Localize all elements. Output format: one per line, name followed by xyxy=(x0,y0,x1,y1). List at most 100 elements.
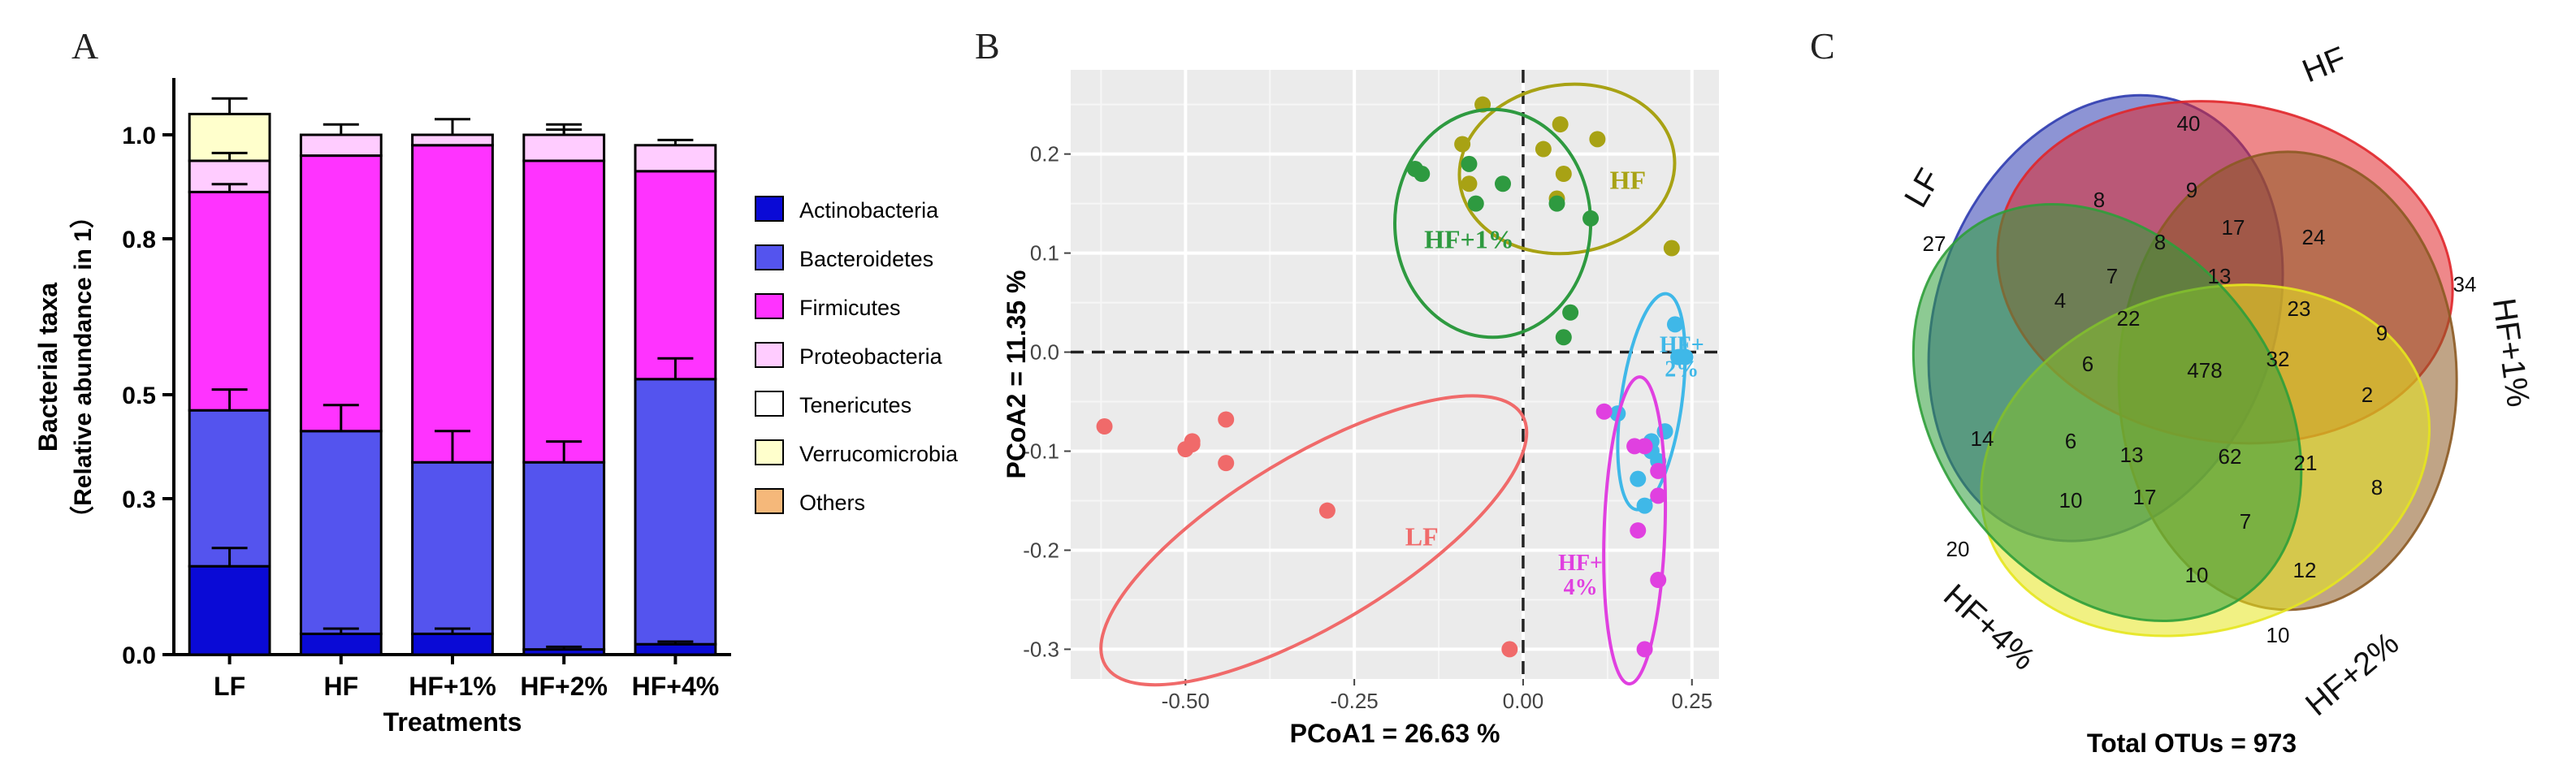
panel-a-legend-swatch xyxy=(755,293,784,319)
panel-b-x-tick-label: -0.25 xyxy=(1330,689,1378,713)
panel-b-y-tick-label: 0.2 xyxy=(1030,142,1059,166)
panel-a-legend-label: Tenericutes xyxy=(799,393,911,417)
panel-c-count-label: 22 xyxy=(2117,306,2141,331)
panel-a-legend-label: Actinobacteria xyxy=(799,198,939,223)
panel-b-group-ellipse xyxy=(1457,82,1677,256)
panel-b-group-hf: HF xyxy=(1454,82,1680,257)
panel-b-point xyxy=(1548,195,1565,212)
panel-b-point xyxy=(1636,497,1653,514)
panel-b-point xyxy=(1552,116,1569,133)
panel-b-group-label: HF+ xyxy=(1660,333,1704,358)
panel-b-y-label: PCoA2 = 11.35 % xyxy=(1002,270,1031,478)
panel-c-count-label: 20 xyxy=(1946,537,1970,561)
panel-a-legend-swatch xyxy=(755,439,784,465)
panel-b-point xyxy=(1501,641,1518,658)
panel-b-x-tick-label: 0.25 xyxy=(1671,689,1712,713)
panel-a-x-tick-label: HF+4% xyxy=(632,672,720,701)
panel-b-point xyxy=(1461,175,1478,192)
panel-c-count-label: 4 xyxy=(2054,288,2066,313)
panel-c-count-label: 10 xyxy=(2059,488,2083,512)
panel-a-x-tick-label: LF xyxy=(214,672,245,701)
panel-a-bar-chart: 0.0 0.3 0.5 0.8 1.0 LF HF HF+1% HF+2% HF+4% Treatm… xyxy=(33,78,959,737)
panel-b-point xyxy=(1096,418,1113,435)
panel-a-legend-label: Verrucomicrobia xyxy=(799,442,959,466)
panel-b-group-ellipse xyxy=(1602,375,1668,685)
panel-c-set-label: HF+2% xyxy=(2299,625,2405,723)
panel-a-y-tick-label: 0.3 xyxy=(122,486,156,513)
panel-label-c: C xyxy=(1810,25,1835,67)
panel-b-y-tick-label: -0.1 xyxy=(1023,439,1059,464)
panel-a-bar-stack xyxy=(634,138,717,656)
panel-label-b: B xyxy=(975,25,1000,67)
panel-b-point xyxy=(1650,462,1667,479)
panel-a-bar-segment xyxy=(411,133,494,147)
panel-a-legend-swatch xyxy=(755,488,784,514)
panel-a-bar-segment xyxy=(299,430,383,635)
panel-a-y-tick-label: 1.0 xyxy=(122,123,156,149)
panel-b-point xyxy=(1555,166,1572,183)
panel-b-point xyxy=(1589,131,1606,148)
panel-c-count-label: 6 xyxy=(2082,352,2093,376)
panel-a-legend-swatch xyxy=(755,244,784,270)
panel-b-group-hf-1-: HF+1% xyxy=(1393,107,1600,346)
panel-b-y-tick-label: -0.2 xyxy=(1023,538,1059,562)
panel-c-count-label: 13 xyxy=(2208,264,2232,288)
panel-a-bar-stack xyxy=(299,123,383,656)
panel-a-y-label: Bacterial taxa xyxy=(33,283,63,452)
panel-a-bar-segment xyxy=(411,632,494,656)
panel-b-point xyxy=(1630,522,1647,539)
panel-a-legend-label: Firmicutes xyxy=(799,296,901,320)
panel-b-point xyxy=(1562,304,1579,321)
panel-b-group-label: HF+1% xyxy=(1424,225,1514,254)
panel-a-bar-segment xyxy=(522,133,606,162)
panel-c-count-label: 62 xyxy=(2219,444,2242,469)
panel-label-a: A xyxy=(71,25,98,67)
panel-a-legend: Actinobacteria Bacteroidetes Firmicutes Pro… xyxy=(755,196,959,515)
panel-c-count-label: 17 xyxy=(2222,215,2245,240)
panel-c-set-label: LF xyxy=(1898,162,1947,213)
panel-a-bar-segment xyxy=(634,170,717,381)
panel-a-y-tick-label: 0.8 xyxy=(122,227,156,253)
panel-a-legend-label: Proteobacteria xyxy=(799,344,943,369)
panel-b-point xyxy=(1218,455,1235,472)
panel-a-y-tick-label: 0.5 xyxy=(122,383,156,409)
panel-a-bar-segment xyxy=(299,133,383,158)
panel-b-group-label: LF xyxy=(1405,521,1439,551)
panel-b-point xyxy=(1650,487,1667,504)
panel-c-count-label: 14 xyxy=(1971,426,1994,451)
panel-c-count-label: 40 xyxy=(2177,111,2201,136)
panel-b-x-label: PCoA1 = 26.63 % xyxy=(1290,719,1500,748)
panel-b-group-label: 2% xyxy=(1665,357,1699,383)
panel-b-point xyxy=(1535,141,1552,158)
panel-b-point xyxy=(1454,136,1471,153)
panel-b-point xyxy=(1495,175,1511,192)
panel-c-count-label: 32 xyxy=(2266,347,2290,371)
panel-b-point xyxy=(1666,316,1683,333)
panel-b-point xyxy=(1414,166,1431,183)
panel-c-count-label: 10 xyxy=(2185,563,2209,587)
panel-b-point xyxy=(1630,470,1647,487)
panel-c-count-label: 9 xyxy=(2376,321,2388,345)
panel-c-count-label: 2 xyxy=(2362,383,2373,407)
panel-b-point xyxy=(1595,403,1613,420)
panel-a-bar-stack xyxy=(522,123,606,656)
panel-b-y-tick-label: 0.0 xyxy=(1030,340,1059,365)
panel-b-x-tick-label: 0.00 xyxy=(1503,689,1544,713)
panel-a-legend-label: Bacteroidetes xyxy=(799,247,933,271)
panel-b-point xyxy=(1677,348,1694,365)
panel-a-bar-segment xyxy=(634,378,717,646)
panel-a-bar-segment xyxy=(299,154,383,433)
panel-c-count-label: 478 xyxy=(2187,358,2222,383)
panel-c-set-region xyxy=(1911,203,2303,622)
panel-b-x-tick-label: -0.50 xyxy=(1162,689,1210,713)
panel-a-bar-segment xyxy=(188,190,271,412)
panel-b-plot-background xyxy=(1071,70,1719,679)
panel-b-point xyxy=(1582,210,1600,227)
panel-b-point xyxy=(1218,411,1235,428)
panel-c-count-label: 8 xyxy=(2154,230,2166,254)
panel-a-bar-stack xyxy=(188,97,271,656)
panel-c-count-label: 7 xyxy=(2240,509,2251,534)
panel-c-count-label: 8 xyxy=(2371,475,2383,499)
